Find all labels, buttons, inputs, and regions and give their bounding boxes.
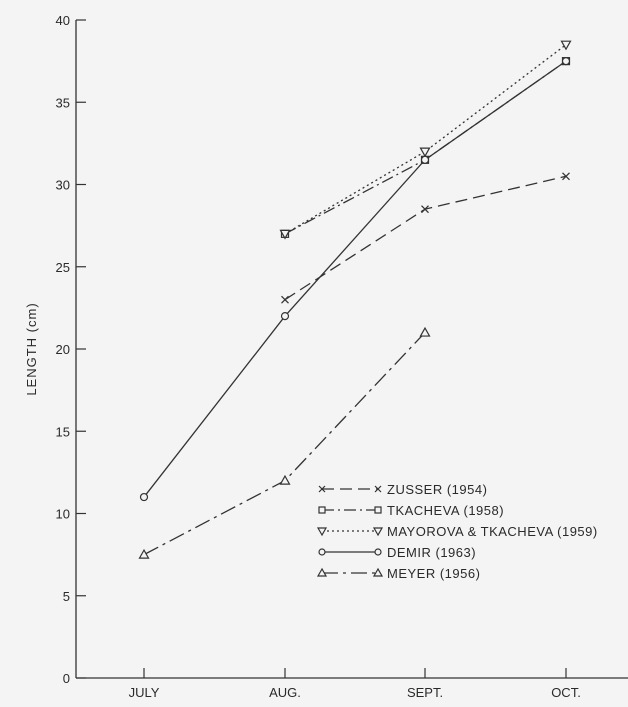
x-tick-label: SEPT. [407,685,443,700]
legend-label: ZUSSER (1954) [387,482,487,497]
circle-marker [318,548,326,556]
y-tick-label: 5 [63,589,70,604]
legend-item: ZUSSER (1954) [318,482,487,497]
legend-item: DEMIR (1963) [318,545,476,560]
y-tick-label: 25 [56,260,70,275]
square-marker [374,506,382,514]
series-line [284,44,567,235]
x-axis-ticks: JULY AUG. SEPT. OCT. [129,668,581,700]
legend-label: DEMIR (1963) [387,545,476,560]
triangle-down-marker [279,229,291,240]
y-tick-label: 10 [56,507,70,522]
x-marker [281,295,289,304]
circle-marker [374,548,382,556]
series-layer [138,40,572,559]
y-tick-label: 15 [56,424,70,439]
triangle-down-marker [419,147,431,158]
legend: ZUSSER (1954) TKACHEVA (1958) MAYOROVA & T… [316,482,598,581]
square-marker [318,506,326,514]
legend-item: TKACHEVA (1958) [318,503,504,518]
triangle-up-marker [372,567,384,577]
x-marker [562,172,570,181]
triangle-up-marker [279,474,291,485]
legend-label: MAYOROVA & TKACHEVA (1959) [387,524,598,539]
x-tick-label: AUG. [269,685,301,700]
series-0 [281,172,570,304]
series-line [143,60,567,498]
legend-label: MEYER (1956) [387,566,480,581]
legend-item: MEYER (1956) [316,566,480,581]
y-axis-title: LENGTH (cm) [24,302,39,395]
y-tick-label: 40 [56,13,70,28]
circle-marker [280,312,290,321]
series-3 [139,57,571,502]
triangle-up-marker [419,326,431,337]
x-marker [318,485,326,493]
triangle-down-marker [372,527,384,537]
y-tick-label: 30 [56,178,70,193]
circle-marker [420,155,430,164]
circle-marker [139,492,149,502]
legend-label: TKACHEVA (1958) [387,503,504,518]
x-tick-label: OCT. [551,685,581,700]
x-marker [421,205,429,214]
triangle-up-marker [316,567,328,577]
circle-marker [561,57,571,66]
series-2 [279,40,572,240]
triangle-down-marker [560,40,572,51]
series-line [284,175,567,301]
series-4 [138,326,431,559]
triangle-up-marker [138,548,150,559]
triangle-down-marker [316,527,328,537]
y-tick-label: 20 [56,342,70,357]
axes [75,20,628,679]
x-tick-label: JULY [129,685,160,700]
y-tick-label: 35 [56,95,70,110]
x-marker [374,485,382,493]
y-tick-label: 0 [63,671,70,686]
y-axis-ticks: 0 5 10 15 20 25 30 35 40 [56,13,86,686]
legend-item: MAYOROVA & TKACHEVA (1959) [316,524,598,539]
